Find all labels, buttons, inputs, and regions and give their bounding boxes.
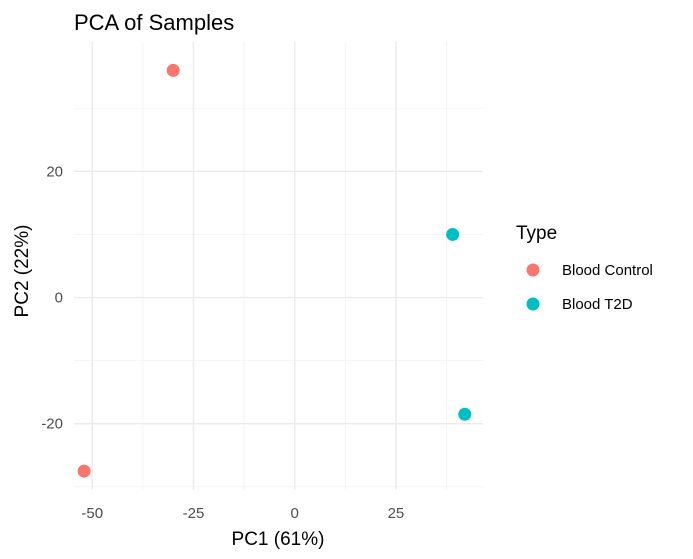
grid xyxy=(74,42,483,490)
y-tick-label: -20 xyxy=(41,416,63,433)
data-point xyxy=(458,407,472,421)
x-tick-label: -50 xyxy=(81,505,103,522)
data-point xyxy=(77,464,91,478)
y-tick-label: 0 xyxy=(55,290,63,307)
chart-title: PCA of Samples xyxy=(74,10,234,35)
x-axis-ticks: -50 -25 0 25 xyxy=(81,505,404,522)
data-point xyxy=(446,227,460,241)
y-axis-ticks: -20 0 20 xyxy=(41,163,63,432)
legend-items: Blood Control Blood T2D xyxy=(526,262,653,313)
x-tick-label: 25 xyxy=(388,505,405,522)
legend-key xyxy=(526,297,540,311)
legend-label: Blood Control xyxy=(562,262,653,279)
y-axis-title: PC2 (22%) xyxy=(12,225,33,318)
data-point xyxy=(166,63,180,77)
legend-key xyxy=(526,263,540,277)
legend-label: Blood T2D xyxy=(562,296,633,313)
y-tick-label: 20 xyxy=(46,163,63,180)
legend-title: Type xyxy=(516,223,557,244)
x-axis-title: PC1 (61%) xyxy=(232,529,325,550)
legend: Type Blood Control Blood T2D xyxy=(516,223,653,313)
x-tick-label: -25 xyxy=(183,505,205,522)
x-tick-label: 0 xyxy=(291,505,299,522)
data-points xyxy=(77,63,472,478)
